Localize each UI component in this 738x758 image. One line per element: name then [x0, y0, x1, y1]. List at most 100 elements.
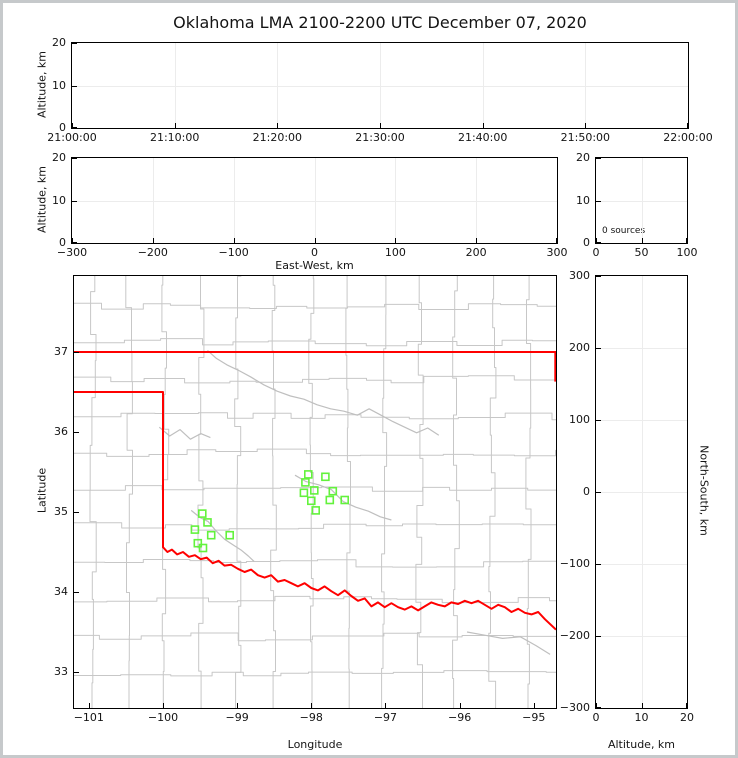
county-line — [74, 670, 556, 677]
tick-mark — [476, 238, 478, 243]
tick-mark — [596, 420, 601, 421]
tick-mark — [641, 703, 643, 708]
tick-mark — [74, 512, 79, 513]
tick-mark — [686, 238, 687, 243]
y-tick-label: 35 — [54, 505, 68, 518]
x-tick-label: −300 — [56, 246, 88, 259]
lma-station-marker — [304, 470, 313, 479]
x-tick-label: 21:10:00 — [149, 131, 200, 144]
x-tick-label: 0 — [592, 246, 600, 259]
y-tick-label: −300 — [559, 701, 590, 714]
lma-station-marker — [190, 525, 200, 534]
lma-station-marker — [340, 495, 350, 505]
tick-mark — [596, 492, 601, 493]
tick-mark — [585, 123, 587, 128]
tick-mark — [596, 238, 597, 243]
county-line — [270, 276, 277, 708]
lma-station-marker — [301, 478, 310, 487]
x-tick-label: −101 — [73, 711, 104, 724]
river-line — [207, 349, 440, 436]
county-line — [525, 276, 532, 708]
tick-mark — [641, 238, 643, 243]
lma-station-marker — [198, 543, 208, 553]
y-tick-label: 0 — [583, 485, 590, 498]
x-tick-label: −100 — [218, 246, 249, 259]
x-tick-label: 21:20:00 — [252, 131, 303, 144]
x-tick-label: −97 — [373, 711, 398, 724]
grid-line — [596, 348, 687, 349]
tick-mark — [311, 703, 313, 708]
grid-line — [72, 85, 688, 87]
x-tick-label: −98 — [299, 711, 323, 724]
x-tick-label: 21:40:00 — [457, 131, 508, 144]
tick-mark — [596, 242, 601, 243]
state-border-west-red-river — [74, 391, 556, 631]
lma-station-marker — [206, 530, 216, 540]
lma-station-marker — [299, 488, 309, 498]
lma-station-marker — [310, 486, 319, 495]
x-tick-label: −99 — [225, 711, 249, 724]
grid-line — [72, 200, 557, 202]
river-line — [466, 631, 551, 655]
county-line — [74, 632, 556, 642]
county-line — [488, 276, 497, 708]
lma-station-marker — [311, 506, 320, 515]
xlabel-altitude: Altitude, km — [607, 738, 676, 751]
county-line — [74, 338, 556, 347]
tick-mark — [686, 703, 687, 708]
x-tick-label: −200 — [137, 246, 168, 259]
north-south-height-panel — [595, 275, 688, 709]
y-tick-label: 0 — [59, 236, 66, 249]
tick-mark — [72, 43, 77, 44]
tick-mark — [596, 158, 601, 159]
y-tick-label: 36 — [54, 425, 68, 438]
lma-station-marker — [321, 472, 330, 482]
x-tick-label: 0 — [311, 246, 318, 259]
county-line — [74, 522, 556, 531]
lma-station-marker — [203, 518, 212, 527]
county-line — [74, 595, 556, 604]
x-tick-label: 0 — [592, 711, 600, 724]
lma-station-marker — [307, 496, 316, 506]
x-tick-label: −96 — [447, 711, 472, 724]
tick-mark — [72, 238, 73, 243]
y-tick-label: −100 — [559, 557, 590, 570]
tick-mark — [72, 85, 77, 87]
altitude-histogram-panel: 0 sources — [595, 157, 688, 244]
tick-mark — [482, 123, 484, 128]
grid-line — [596, 564, 687, 565]
y-tick-label: 37 — [54, 345, 68, 358]
tick-mark — [88, 703, 90, 708]
county-line — [415, 276, 424, 708]
tick-mark — [162, 703, 164, 708]
x-tick-label: 21:50:00 — [560, 131, 611, 144]
x-tick-label: 10 — [634, 711, 649, 724]
county-line — [452, 276, 460, 708]
tick-mark — [72, 127, 77, 128]
tick-mark — [596, 276, 601, 277]
river-line — [190, 509, 255, 563]
y-tick-label: 0 — [583, 236, 590, 249]
y-tick-label: 33 — [54, 665, 68, 678]
tick-mark — [233, 238, 235, 243]
x-tick-label: 22:00:00 — [663, 131, 713, 144]
time-height-panel — [71, 42, 689, 129]
source-count-annotation: 0 sources — [602, 226, 646, 236]
tick-mark — [596, 348, 601, 349]
x-tick-label: 300 — [546, 246, 568, 259]
x-tick-label: 50 — [634, 246, 649, 259]
tick-mark — [459, 703, 461, 708]
y-tick-label: 200 — [569, 341, 590, 354]
oklahoma-map-canvas — [74, 276, 556, 708]
tick-mark — [174, 123, 176, 128]
east-west-height-panel — [71, 157, 558, 244]
xlabel-longitude: Longitude — [287, 738, 343, 751]
county-line — [234, 276, 242, 708]
river-line — [158, 426, 211, 440]
map-panel — [73, 275, 557, 709]
tick-mark — [596, 200, 601, 202]
grid-line — [596, 420, 687, 421]
tick-mark — [74, 432, 79, 433]
tick-mark — [277, 123, 279, 128]
